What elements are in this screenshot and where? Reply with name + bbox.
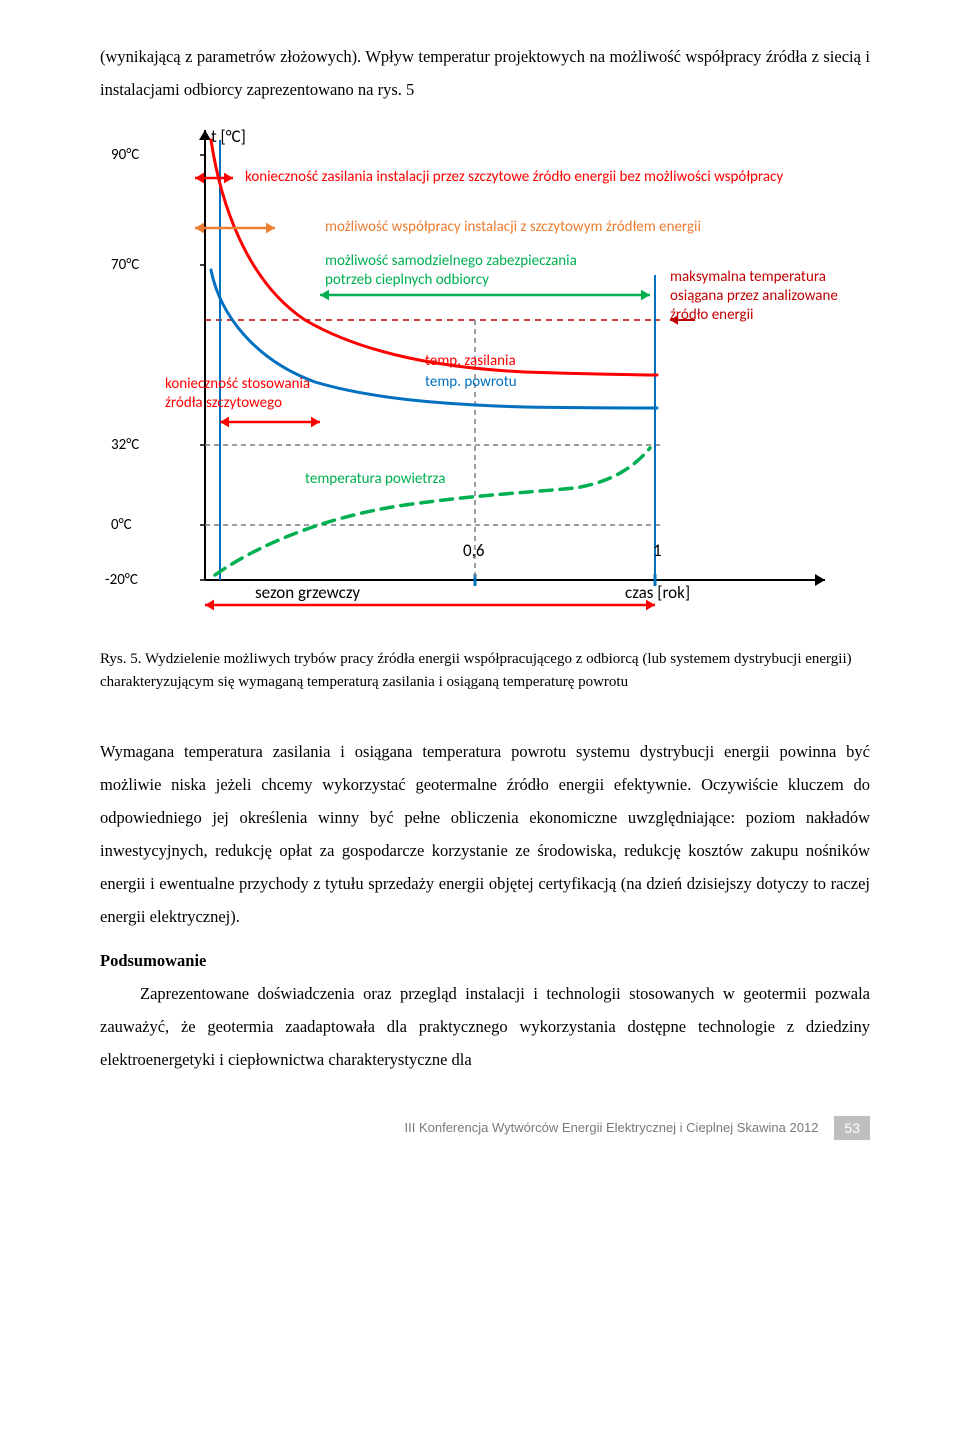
- xlabel-1: 1: [653, 540, 662, 561]
- intro-paragraph: (wynikającą z parametrów złożowych). Wpł…: [100, 40, 870, 106]
- ann-max-temp-l3: źródło energii: [670, 306, 754, 324]
- ytick-m20c: -20°C: [105, 571, 138, 590]
- ytick-90c: 90°C: [111, 146, 139, 165]
- xlabel-06: 0,6: [463, 540, 484, 561]
- body-paragraph: Wymagana temperatura zasilania i osiągan…: [100, 735, 870, 933]
- summary-heading: Podsumowanie: [100, 951, 870, 971]
- lbl-temp-air: temperatura powietrza: [305, 470, 445, 489]
- ann-max-temp-l2: osiągana przez analizowane: [670, 287, 838, 305]
- ann-max-temp: maksymalna temperatura osiągana przez an…: [670, 268, 860, 324]
- ann-max-temp-l1: maksymalna temperatura: [670, 268, 826, 286]
- ann-top-red: konieczność zasilania instalacji przez s…: [245, 168, 783, 187]
- summary-paragraph: Zaprezentowane doświadczenia oraz przegl…: [100, 977, 870, 1076]
- page-footer: III Konferencja Wytwórców Energii Elektr…: [100, 1116, 870, 1140]
- lbl-temp-zasilania: temp. zasilania: [425, 352, 516, 371]
- footer-conference: III Konferencja Wytwórców Energii Elektr…: [405, 1120, 819, 1135]
- figure-5-chart: 90°C 70°C 32°C 0°C -20°C t [°C] konieczn…: [105, 120, 865, 630]
- page-container: (wynikającą z parametrów złożowych). Wpł…: [0, 0, 960, 1170]
- ann-orange: możliwość współpracy instalacji z szczyt…: [325, 218, 701, 237]
- lbl-temp-powrotu: temp. powrotu: [425, 373, 517, 392]
- xlabel-season: sezon grzewczy: [255, 582, 360, 603]
- ann-green-line2: potrzeb cieplnych odbiorcy: [325, 271, 489, 289]
- ytick-70c: 70°C: [111, 256, 139, 275]
- y-axis-label: t [°C]: [211, 126, 246, 147]
- footer-page-number: 53: [834, 1116, 870, 1140]
- ytick-32c: 32°C: [111, 436, 139, 455]
- ytick-0c: 0°C: [111, 516, 132, 535]
- ann-peak-src: konieczność stosowania źródła szczytoweg…: [165, 375, 335, 413]
- ann-peak-src-l2: źródła szczytowego: [165, 394, 282, 412]
- xlabel-czas: czas [rok]: [625, 582, 690, 603]
- ann-green-line1: możliwość samodzielnego zabezpieczania: [325, 252, 577, 270]
- ann-green: możliwość samodzielnego zabezpieczania p…: [325, 252, 625, 290]
- ann-peak-src-l1: konieczność stosowania: [165, 375, 310, 393]
- figure-5-caption: Rys. 5. Wydzielenie możliwych trybów pra…: [100, 648, 870, 695]
